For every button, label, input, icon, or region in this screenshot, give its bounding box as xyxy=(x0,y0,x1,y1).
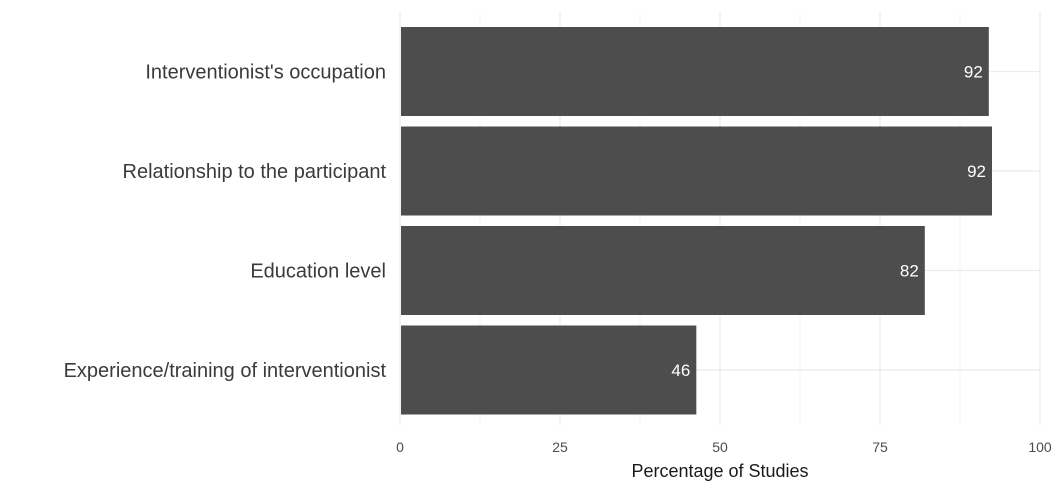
x-tick-label: 25 xyxy=(552,439,568,455)
data-label: 46 xyxy=(671,361,690,380)
bars: 92 92 82 46 xyxy=(401,27,992,415)
x-tick-label: 0 xyxy=(396,439,404,455)
x-tick-label: 75 xyxy=(872,439,888,455)
x-axis-ticks: 0 25 50 75 100 xyxy=(396,439,1052,455)
category-label: Experience/training of interventionist xyxy=(64,360,387,382)
category-labels: Interventionist's occupation Relationship… xyxy=(64,62,387,383)
bar xyxy=(401,27,989,116)
x-tick-label: 50 xyxy=(712,439,728,455)
bar xyxy=(401,325,697,415)
bar xyxy=(401,226,925,315)
x-axis-title: Percentage of Studies xyxy=(631,461,808,481)
data-label: 92 xyxy=(964,63,983,82)
bar xyxy=(401,126,992,216)
category-label: Interventionist's occupation xyxy=(145,62,386,84)
category-label: Relationship to the participant xyxy=(123,161,387,183)
category-label: Education level xyxy=(250,261,386,283)
x-tick-label: 100 xyxy=(1028,439,1052,455)
data-label: 82 xyxy=(900,262,919,281)
data-label: 92 xyxy=(967,162,986,181)
